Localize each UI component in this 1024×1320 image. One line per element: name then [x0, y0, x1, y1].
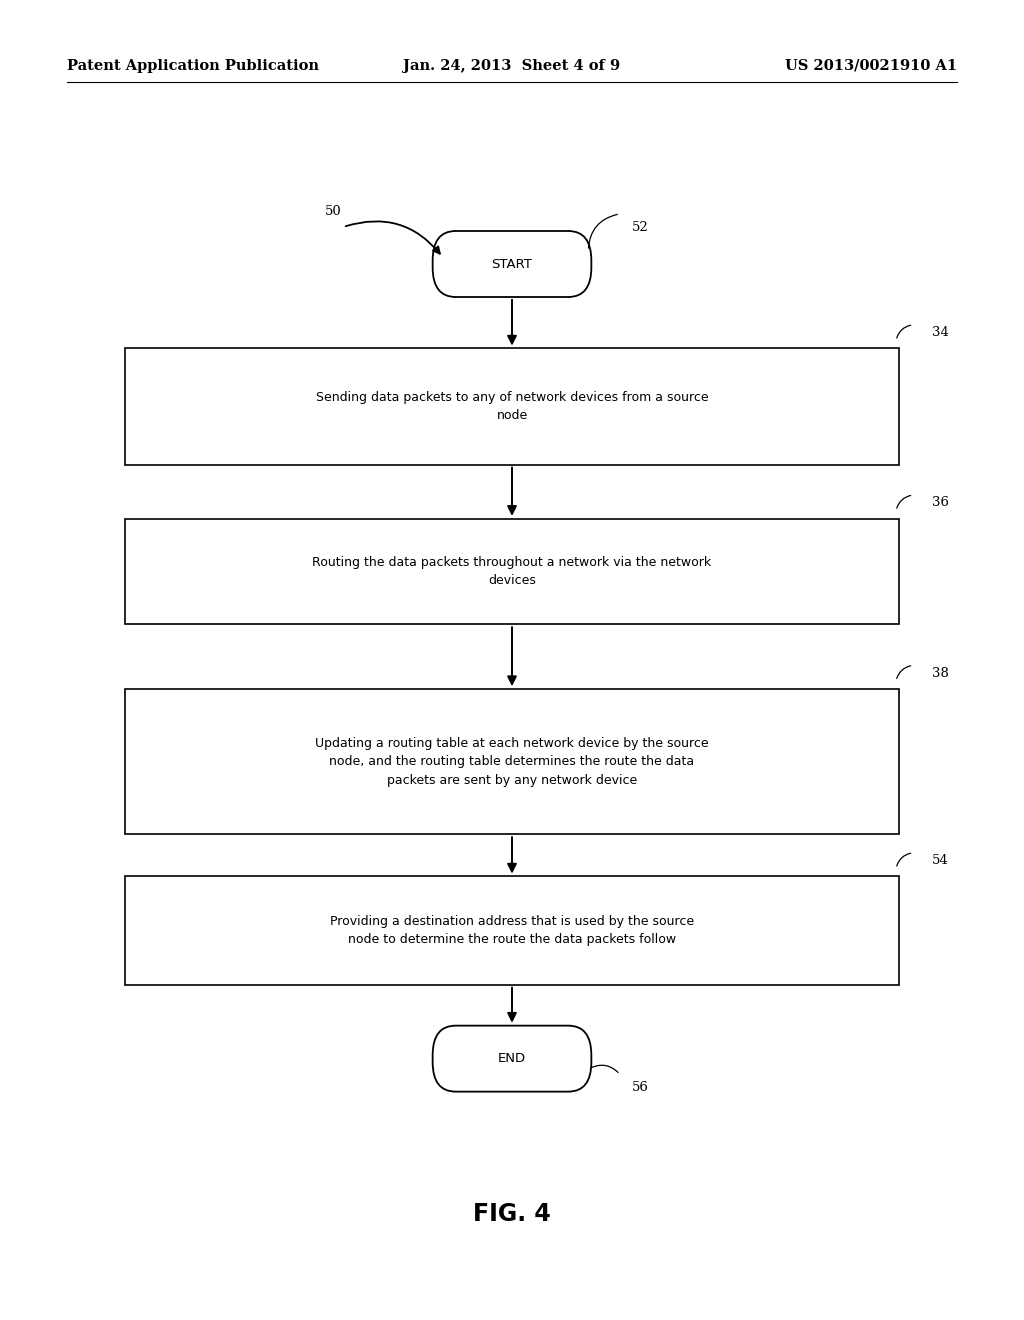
Text: Jan. 24, 2013  Sheet 4 of 9: Jan. 24, 2013 Sheet 4 of 9: [403, 58, 621, 73]
Bar: [125, 689, 899, 834]
Text: 34: 34: [932, 326, 948, 339]
Text: END: END: [498, 1052, 526, 1065]
Text: FIG. 4: FIG. 4: [473, 1203, 551, 1226]
Text: 36: 36: [932, 496, 949, 510]
Text: Sending data packets to any of network devices from a source
node: Sending data packets to any of network d…: [315, 391, 709, 422]
Bar: [125, 348, 899, 465]
Text: Providing a destination address that is used by the source
node to determine the: Providing a destination address that is …: [330, 915, 694, 946]
Text: 54: 54: [932, 854, 948, 867]
Text: Patent Application Publication: Patent Application Publication: [67, 58, 318, 73]
Text: 38: 38: [932, 667, 948, 680]
Text: 50: 50: [325, 205, 341, 218]
Bar: [125, 876, 899, 985]
Text: 52: 52: [633, 220, 649, 234]
FancyBboxPatch shape: [432, 231, 592, 297]
Text: Updating a routing table at each network device by the source
node, and the rout: Updating a routing table at each network…: [315, 737, 709, 787]
FancyBboxPatch shape: [432, 1026, 592, 1092]
Text: START: START: [492, 257, 532, 271]
Text: 56: 56: [633, 1081, 649, 1094]
Text: US 2013/0021910 A1: US 2013/0021910 A1: [785, 58, 957, 73]
Bar: [125, 519, 899, 624]
Text: Routing the data packets throughout a network via the network
devices: Routing the data packets throughout a ne…: [312, 556, 712, 587]
